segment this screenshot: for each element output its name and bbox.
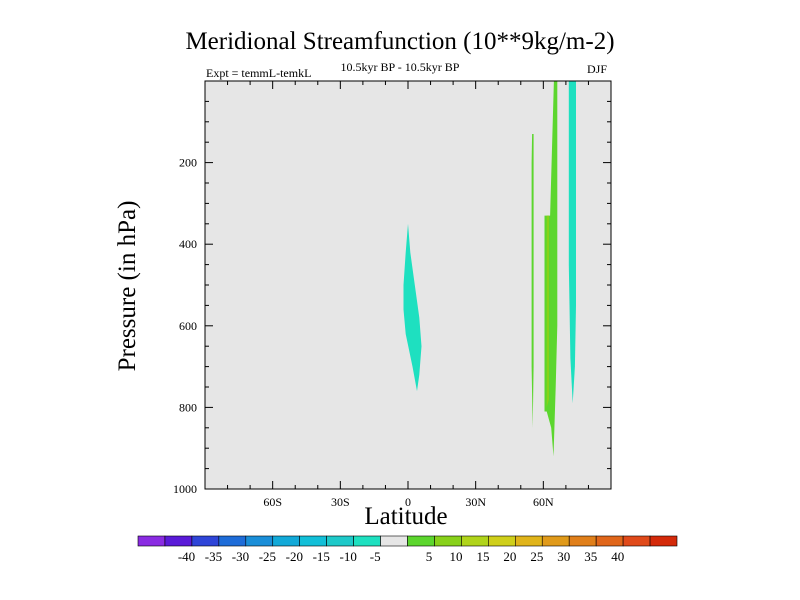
colorbar-swatch — [245, 535, 274, 547]
colorbar-label: -30 — [232, 549, 249, 564]
contour-region-highlat-thin-green — [531, 134, 534, 428]
x-tick-label: 60N — [533, 495, 554, 509]
colorbar-swatch — [434, 535, 462, 547]
colorbar-swatch — [461, 535, 489, 547]
x-tick-label: 0 — [405, 495, 411, 509]
x-tick-label: 60S — [263, 495, 282, 509]
colorbar-swatch — [380, 535, 408, 547]
colorbar-swatch — [164, 535, 193, 547]
colorbar-label: 10 — [450, 549, 463, 564]
colorbar-swatch — [218, 535, 247, 547]
contour-region-equatorial-cell — [403, 223, 422, 392]
season-label: DJF — [587, 62, 608, 76]
colorbar-swatch — [191, 535, 220, 547]
colorbar-label: -20 — [286, 549, 303, 564]
colorbar-label: 30 — [557, 549, 570, 564]
y-tick-label: 400 — [179, 237, 197, 251]
x-tick-label: 30N — [465, 495, 486, 509]
colorbar: -40 -35 -30 -25 -20 -15 -10 -5 5 10 15 20 25 30 35 40 — [137, 535, 678, 564]
colorbar-swatch — [595, 535, 624, 547]
colorbar-label: -15 — [313, 549, 330, 564]
colorbar-swatch — [326, 535, 354, 547]
colorbar-swatch — [137, 535, 166, 547]
x-tick-label: 30S — [331, 495, 350, 509]
x-axis-label: Latitude — [364, 503, 448, 530]
experiment-label: Expt = temmL-temkL — [206, 66, 312, 80]
y-tick-label: 1000 — [173, 482, 197, 496]
colorbar-label: -40 — [178, 549, 195, 564]
colorbar-swatch — [407, 535, 435, 547]
colorbar-label: 35 — [584, 549, 597, 564]
y-tick-label: 600 — [179, 319, 197, 333]
colorbar-swatch — [649, 535, 678, 547]
chart-title: Meridional Streamfunction (10**9kg/m-2) — [185, 28, 615, 55]
colorbar-swatch — [299, 535, 327, 547]
contour-regions — [403, 81, 576, 457]
colorbar-swatch — [568, 535, 597, 547]
colorbar-label: 20 — [503, 549, 516, 564]
contour-region-highlat-green-b — [546, 215, 549, 408]
colorbar-swatch — [272, 535, 301, 547]
colorbar-label: 40 — [611, 549, 624, 564]
colorbar-label: 25 — [530, 549, 543, 564]
colorbar-swatch — [541, 535, 570, 547]
colorbar-swatch — [488, 535, 516, 547]
colorbar-label: -5 — [370, 549, 381, 564]
colorbar-label: -25 — [259, 549, 276, 564]
colorbar-label: -10 — [340, 549, 357, 564]
contour-region-highlat-cyan — [568, 81, 576, 404]
plot-frame — [204, 80, 612, 490]
colorbar-label: 5 — [426, 549, 433, 564]
colorbar-swatch — [514, 535, 543, 547]
colorbar-label: 15 — [476, 549, 489, 564]
y-tick-label: 200 — [179, 156, 197, 170]
chart-subtitle: 10.5kyr BP - 10.5kyr BP — [340, 60, 460, 74]
colorbar-label: -35 — [205, 549, 222, 564]
y-tick-label: 800 — [179, 400, 197, 414]
colorbar-swatch — [622, 535, 651, 547]
colorbar-swatch — [353, 535, 381, 547]
